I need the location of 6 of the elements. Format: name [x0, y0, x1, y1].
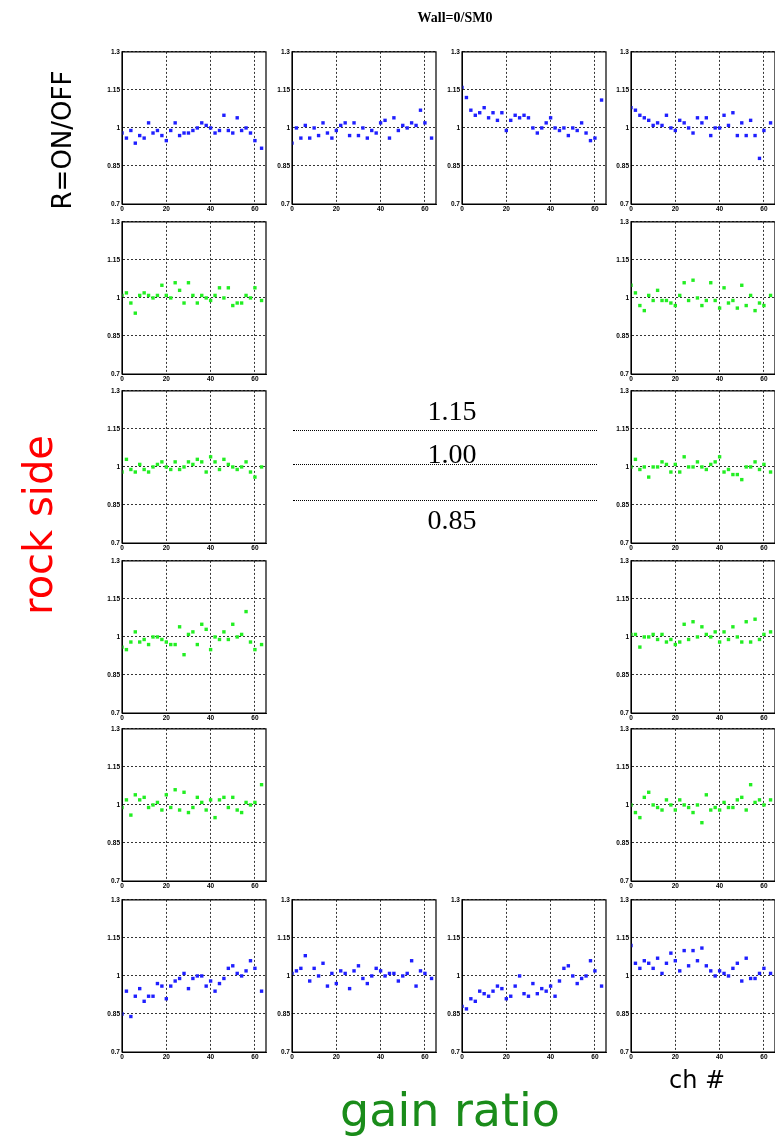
y-axis-title: R=ON/OFF	[47, 70, 77, 210]
chart-title: Wall=0/SM0	[417, 10, 493, 26]
text: 1.00	[427, 438, 477, 470]
text: rock side	[15, 435, 61, 615]
x-axis-title: ch #	[669, 1066, 726, 1094]
text: gain ratio	[339, 1083, 561, 1137]
